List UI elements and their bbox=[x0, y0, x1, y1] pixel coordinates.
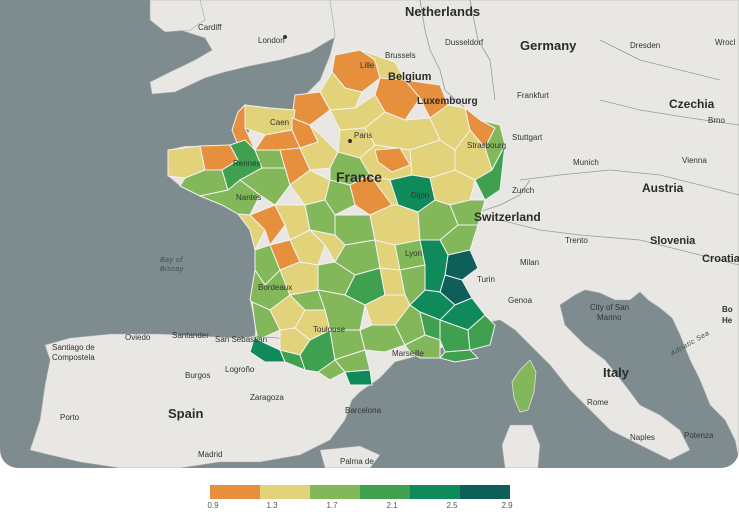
legend-segment-3 bbox=[310, 485, 360, 499]
city-label-santiago-1: Santiago de bbox=[52, 343, 95, 352]
city-label-lille: Lille bbox=[360, 61, 375, 70]
city-label-rome: Rome bbox=[587, 398, 609, 407]
city-label-munich: Munich bbox=[573, 158, 599, 167]
city-label-porto: Porto bbox=[60, 413, 80, 422]
city-label-santiago-2: Compostela bbox=[52, 353, 95, 362]
city-label-palma: Palma de bbox=[340, 457, 374, 466]
city-label-wroclaw: Wrocl bbox=[715, 38, 736, 47]
city-label-potenza: Potenza bbox=[684, 431, 714, 440]
city-label-dijon: Dijon bbox=[411, 191, 429, 200]
city-label-vienna: Vienna bbox=[682, 156, 707, 165]
sea-label-bay-2: Biscay bbox=[160, 266, 184, 273]
city-label-san-marino-1: City of San bbox=[590, 303, 629, 312]
city-label-barcelona: Barcelona bbox=[345, 406, 382, 415]
map-labels: Cardiff London Netherlands Brussels Duss… bbox=[52, 4, 739, 466]
city-label-san-sebastian: San Sebastian bbox=[215, 335, 267, 344]
city-label-oviedo: Oviedo bbox=[125, 333, 151, 342]
region-vendee bbox=[236, 213, 266, 252]
country-label-bo: Bo bbox=[722, 305, 733, 314]
country-label-spain: Spain bbox=[168, 406, 203, 421]
city-label-paris: Paris bbox=[354, 131, 372, 140]
country-label-netherlands: Netherlands bbox=[405, 4, 480, 19]
region-landes bbox=[251, 301, 281, 341]
region-deux-sevres bbox=[249, 204, 286, 247]
legend-segment-6 bbox=[460, 485, 510, 499]
city-label-milan: Milan bbox=[520, 258, 539, 267]
legend-segment-2 bbox=[260, 485, 310, 499]
legend-tick-3: 2.1 bbox=[386, 501, 398, 510]
region-aude bbox=[334, 349, 371, 373]
legend-tick-5: 2.9 bbox=[501, 501, 513, 510]
legend-tick-4: 2.5 bbox=[446, 501, 458, 510]
city-label-santander: Santander bbox=[172, 331, 209, 340]
city-label-turin: Turin bbox=[477, 275, 495, 284]
country-label-france: France bbox=[336, 169, 382, 185]
legend-tick-1: 1.3 bbox=[266, 501, 278, 510]
city-label-stuttgart: Stuttgart bbox=[512, 133, 543, 142]
city-label-madrid: Madrid bbox=[198, 450, 222, 459]
city-label-san-marino-2: Marino bbox=[597, 313, 622, 322]
city-label-rennes: Rennes bbox=[233, 159, 261, 168]
legend-tick-2: 1.7 bbox=[326, 501, 338, 510]
country-label-germany: Germany bbox=[520, 38, 577, 53]
legend-ticks: 0.9 1.3 1.7 2.1 2.5 2.9 bbox=[207, 501, 513, 513]
region-alpes-maritimes bbox=[467, 314, 496, 351]
region-pyr-or bbox=[344, 369, 373, 386]
city-label-brussels: Brussels bbox=[385, 51, 416, 60]
region-haute-vienne bbox=[289, 229, 326, 266]
color-legend: 0.9 1.3 1.7 2.1 2.5 2.9 bbox=[207, 485, 513, 515]
city-label-burgos: Burgos bbox=[185, 371, 210, 380]
city-label-naples: Naples bbox=[630, 433, 655, 442]
city-label-logrono: Logroño bbox=[225, 365, 255, 374]
region-bouches-rhone bbox=[404, 334, 441, 359]
city-label-dusseldorf: Dusseldorf bbox=[445, 38, 484, 47]
city-label-strasbourg: Strasbourg bbox=[467, 141, 506, 150]
country-label-croatia: Croatia bbox=[702, 253, 739, 265]
land-corsica bbox=[511, 359, 537, 413]
country-label-austria: Austria bbox=[642, 181, 684, 195]
sea-label-bay-1: Bay of bbox=[160, 257, 183, 264]
legend-segment-1 bbox=[210, 485, 260, 499]
city-label-london: London bbox=[258, 36, 285, 45]
country-label-belgium: Belgium bbox=[388, 71, 432, 83]
region-hautes-pyr bbox=[279, 349, 306, 371]
country-label-switzerland: Switzerland bbox=[474, 210, 541, 224]
city-label-frankfurt: Frankfurt bbox=[517, 91, 550, 100]
region-aube bbox=[374, 147, 411, 173]
city-label-toulouse: Toulouse bbox=[313, 325, 346, 334]
country-label-czechia: Czechia bbox=[669, 97, 715, 111]
country-label-slovenia: Slovenia bbox=[650, 235, 696, 247]
legend-segment-4 bbox=[360, 485, 410, 499]
country-label-luxembourg: Luxembourg bbox=[417, 96, 478, 107]
country-label-he: He bbox=[722, 316, 733, 325]
city-label-marseille: Marseille bbox=[392, 349, 425, 358]
land-sardinia bbox=[501, 424, 541, 468]
city-label-brno: Brno bbox=[708, 116, 725, 125]
city-label-dresden: Dresden bbox=[630, 41, 660, 50]
city-label-zurich: Zurich bbox=[512, 186, 534, 195]
region-var bbox=[439, 349, 480, 363]
land-wales bbox=[149, 0, 206, 33]
map[interactable]: Cardiff London Netherlands Brussels Duss… bbox=[0, 0, 739, 468]
city-label-bordeaux: Bordeaux bbox=[258, 283, 292, 292]
land-mallorca bbox=[319, 445, 381, 468]
country-label-italy: Italy bbox=[603, 365, 630, 380]
legend-segment-5 bbox=[410, 485, 460, 499]
map-frame[interactable]: Cardiff London Netherlands Brussels Duss… bbox=[0, 0, 739, 468]
city-label-cardiff: Cardiff bbox=[198, 23, 222, 32]
city-label-zaragoza: Zaragoza bbox=[250, 393, 284, 402]
legend-tick-0: 0.9 bbox=[207, 501, 219, 510]
france-departments bbox=[167, 49, 506, 386]
city-label-nantes: Nantes bbox=[236, 193, 261, 202]
city-label-caen: Caen bbox=[270, 118, 289, 127]
city-label-trento: Trento bbox=[565, 236, 588, 245]
region-loir-cher bbox=[324, 179, 356, 216]
city-label-lyon: Lyon bbox=[405, 249, 422, 258]
city-label-genoa: Genoa bbox=[508, 296, 533, 305]
legend-color-bar bbox=[210, 485, 510, 499]
region-haut-rhin bbox=[474, 144, 506, 201]
